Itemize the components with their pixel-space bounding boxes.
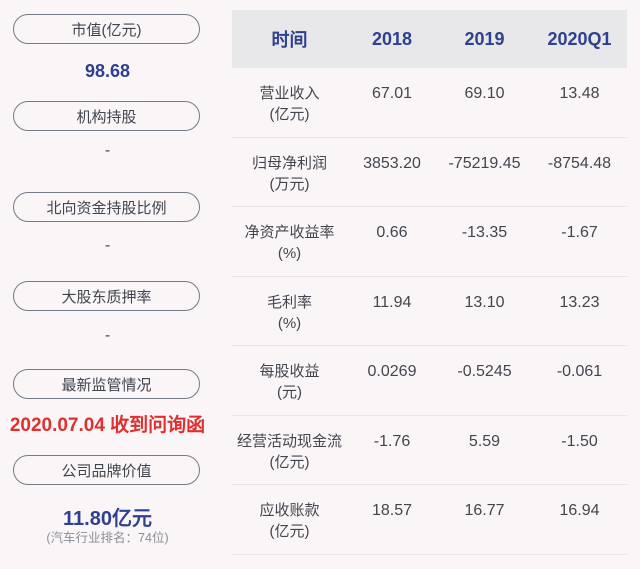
regulation-status-value: 2020.07.04 收到问询函 [9,415,206,436]
cell-2019: 69.10 [464,85,505,102]
cell-2020q1: 16.94 [559,502,600,519]
cell-2020q1: -8754.48 [547,154,612,172]
table-row: 营业收入 (亿元) 67.01 69.10 13.48 [232,68,627,138]
metric-name: 归母净利润 [251,154,327,172]
cell-2018: -1.76 [373,432,411,450]
row-label: 毛利率 (%) [232,277,347,334]
metric-unit: (亿元) [269,106,310,123]
market-cap-button[interactable]: 市值(亿元) [13,14,200,44]
metric-unit: (亿元) [269,453,310,471]
metric-unit: (%) [277,245,302,262]
table-row: 经营活动现金流 (亿元) -1.76 5.59 -1.50 [232,416,627,485]
header-2020q1: 2020Q1 [547,28,612,49]
financial-table: 时间 2018 2019 2020Q1 营业收入 (亿元) 67.01 69.10… [232,10,627,555]
cell-2020q1: 13.23 [559,293,600,311]
header-2019: 2019 [464,28,505,49]
institution-holding-value: - [104,142,111,159]
row-label: 每股收益 (元) [232,346,347,403]
table-header: 时间 2018 2019 2020Q1 [232,10,627,68]
pledge-rate-value: - [104,327,111,344]
cell-2018: 18.57 [371,502,413,519]
table-row: 归母净利润 (万元) 3853.20 -75219.45 -8754.48 [232,138,627,207]
regulation-status-button[interactable]: 最新监管情况 [13,369,200,399]
cell-2018: 0.66 [376,224,408,241]
metric-name: 毛利率 [266,293,312,311]
metric-name: 经营活动现金流 [236,432,342,450]
sidebar: 市值(亿元) 98.68 机构持股 - 北向资金持股比例 - 大股东质押率 - … [0,0,215,569]
row-label: 经营活动现金流 (亿元) [232,416,347,473]
northbound-ratio-value: - [104,237,111,254]
metric-name: 每股收益 [259,363,320,380]
cell-2018: 67.01 [371,85,413,102]
row-label: 营业收入 (亿元) [232,68,347,125]
row-label: 应收账款 (亿元) [232,485,347,542]
cell-2019: 13.10 [464,293,505,311]
header-2018: 2018 [371,28,413,49]
institution-holding-button[interactable]: 机构持股 [13,101,200,131]
cell-2018: 3853.20 [363,154,421,172]
metric-unit: (元) [277,384,302,401]
cell-2018: 0.0269 [367,363,417,380]
cell-2018: 11.94 [372,293,412,311]
northbound-ratio-button[interactable]: 北向资金持股比例 [13,192,200,222]
table-row: 净资产收益率 (%) 0.66 -13.35 -1.67 [232,207,627,277]
cell-2020q1: -0.061 [556,363,603,380]
cell-2019: -75219.45 [448,154,521,172]
metric-name: 营业收入 [259,85,320,102]
market-cap-value: 98.68 [84,61,131,81]
row-label: 归母净利润 (万元) [232,138,347,195]
metric-name: 应收账款 [259,502,320,519]
row-label: 净资产收益率 (%) [232,207,347,264]
cell-2020q1: -1.67 [561,224,598,241]
metric-unit: (亿元) [269,523,310,540]
brand-value-value: 11.80亿元 [63,508,152,530]
brand-value-button[interactable]: 公司品牌价值 [13,455,200,485]
cell-2019: -13.35 [461,224,508,241]
table-row: 每股收益 (元) 0.0269 -0.5245 -0.061 [232,346,627,416]
metric-unit: (%) [277,314,302,332]
table-row: 应收账款 (亿元) 18.57 16.77 16.94 [232,485,627,555]
header-time: 时间 [271,30,308,50]
table-row: 毛利率 (%) 11.94 13.10 13.23 [232,277,627,346]
brand-value-rank: (汽车行业排名：74位) [46,531,169,545]
metric-name: 净资产收益率 [244,224,335,241]
cell-2019: -0.5245 [457,363,512,380]
cell-2020q1: 13.48 [559,85,600,102]
pledge-rate-button[interactable]: 大股东质押率 [13,281,200,311]
cell-2019: 16.77 [464,502,505,519]
cell-2019: 5.59 [468,432,501,450]
metric-unit: (万元) [269,175,310,193]
cell-2020q1: -1.50 [561,432,598,450]
